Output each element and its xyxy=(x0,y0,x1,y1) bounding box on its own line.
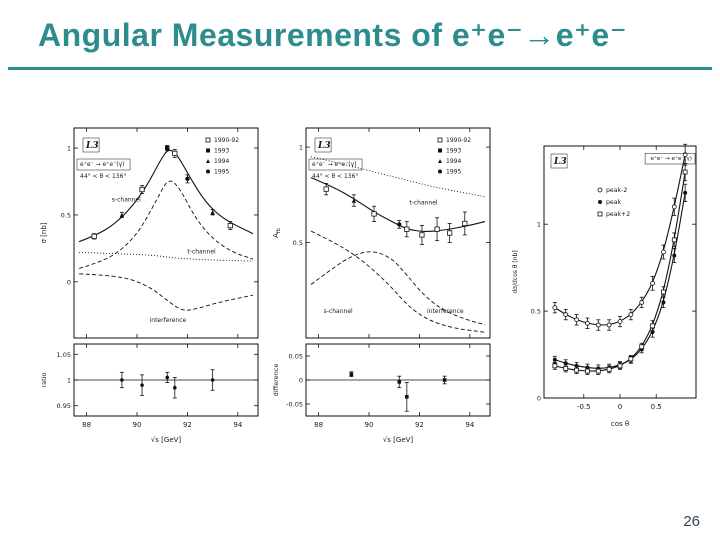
svg-text:√s [GeV]: √s [GeV] xyxy=(151,436,182,444)
svg-text:0: 0 xyxy=(299,377,303,385)
svg-text:ratio: ratio xyxy=(40,372,48,387)
svg-text:cos θ: cos θ xyxy=(611,420,629,428)
svg-text:0: 0 xyxy=(618,403,622,411)
svg-text:peak: peak xyxy=(606,199,622,206)
svg-text:e⁺e⁻ → e⁺e⁻(γ): e⁺e⁻ → e⁺e⁻(γ) xyxy=(651,155,693,162)
svg-text:peak-2: peak-2 xyxy=(606,187,627,194)
svg-text:difference: difference xyxy=(272,364,280,397)
svg-text:92: 92 xyxy=(415,421,424,429)
svg-text:90: 90 xyxy=(133,421,142,429)
svg-text:0: 0 xyxy=(67,278,71,286)
svg-text:44° < θ < 136°: 44° < θ < 136° xyxy=(80,173,126,180)
svg-text:1: 1 xyxy=(67,145,71,153)
svg-text:e⁺e⁻ → e⁺e⁻(γ): e⁺e⁻ → e⁺e⁻(γ) xyxy=(312,161,357,168)
svg-text:1994: 1994 xyxy=(446,158,461,165)
svg-text:1994: 1994 xyxy=(214,158,229,165)
svg-text:s-channel: s-channel xyxy=(112,197,141,204)
svg-text:94: 94 xyxy=(233,421,242,429)
svg-text:-0.05: -0.05 xyxy=(286,401,303,409)
svg-text:σ [nb]: σ [nb] xyxy=(40,222,48,243)
svg-text:92: 92 xyxy=(183,421,192,429)
svg-text:0.5: 0.5 xyxy=(61,211,71,219)
svg-text:1993: 1993 xyxy=(214,148,229,155)
svg-text:t-channel: t-channel xyxy=(187,249,216,256)
svg-text:1995: 1995 xyxy=(214,169,229,176)
svg-text:88: 88 xyxy=(82,421,91,429)
svg-text:dσ/dcos θ [nb]: dσ/dcos θ [nb] xyxy=(512,250,519,293)
svg-text:1990-92: 1990-92 xyxy=(214,137,239,144)
svg-text:peak+2: peak+2 xyxy=(606,211,630,218)
angular-distribution-plot: 0 0.5 1 -0.5 0 0.5 L3 e⁺e⁻ → e⁺e⁻(γ) peak-2 peak p… xyxy=(512,143,697,428)
svg-text:0.95: 0.95 xyxy=(57,402,71,410)
title-underline xyxy=(8,67,712,70)
svg-text:88: 88 xyxy=(314,421,323,429)
page-number: 26 xyxy=(683,513,700,530)
svg-text:L3: L3 xyxy=(85,141,99,151)
svg-text:44° < θ < 136°: 44° < θ < 136° xyxy=(312,173,358,180)
svg-text:0.05: 0.05 xyxy=(289,353,303,361)
svg-text:0.5: 0.5 xyxy=(293,239,303,247)
svg-text:interference: interference xyxy=(427,308,464,315)
svg-text:t-channel: t-channel xyxy=(409,199,438,206)
svg-text:interference: interference xyxy=(150,317,187,324)
slide-title: Angular Measurements of e⁺e⁻→e⁺e⁻ xyxy=(38,17,628,53)
svg-text:1995: 1995 xyxy=(446,169,461,176)
svg-text:94: 94 xyxy=(465,421,474,429)
svg-text:e⁺e⁻ → e⁺e⁻(γ): e⁺e⁻ → e⁺e⁻(γ) xyxy=(80,161,125,168)
cross-section-plot: 0 0.5 1 0.95 1 1.05 88 90 92 94 s-channel t-channel… xyxy=(40,127,259,444)
svg-text:1993: 1993 xyxy=(446,148,461,155)
svg-text:L3: L3 xyxy=(317,141,331,151)
svg-text:√s [GeV]: √s [GeV] xyxy=(383,436,414,444)
svg-text:1990-92: 1990-92 xyxy=(446,137,471,144)
svg-text:s-channel: s-channel xyxy=(324,308,353,315)
svg-text:1.05: 1.05 xyxy=(57,351,71,359)
svg-text:1: 1 xyxy=(537,221,541,229)
svg-text:L3: L3 xyxy=(553,157,567,167)
svg-text:0.5: 0.5 xyxy=(651,403,662,411)
asymmetry-plot: 0.5 1 -0.05 0 0.05 88 90 92 94 t-channel s-channel… xyxy=(272,127,491,444)
svg-text:90: 90 xyxy=(365,421,374,429)
svg-text:0.5: 0.5 xyxy=(531,308,541,316)
svg-text:1: 1 xyxy=(67,377,71,385)
svg-text:-0.5: -0.5 xyxy=(577,403,591,411)
svg-text:1: 1 xyxy=(299,144,303,152)
svg-text:0: 0 xyxy=(537,395,541,403)
svg-text:Afb: Afb xyxy=(272,228,282,238)
